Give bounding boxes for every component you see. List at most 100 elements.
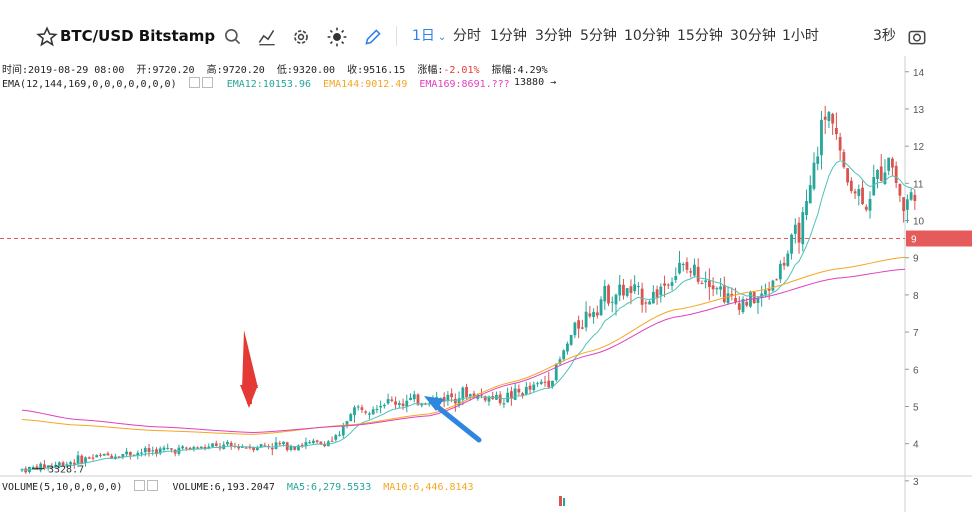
candle-body (640, 288, 644, 305)
candle-body (162, 447, 166, 450)
close-icon[interactable] (201, 77, 213, 88)
candle-body (128, 451, 132, 456)
candle-body (637, 286, 640, 288)
high-marker: 13880 → (514, 77, 557, 88)
candle-body (259, 444, 263, 448)
indicators-icon[interactable] (256, 26, 278, 48)
candle-body (397, 403, 401, 405)
candle-body (782, 262, 786, 266)
candle-body (513, 388, 517, 400)
candle-body (95, 455, 99, 458)
interval-tab-15m[interactable]: 15分钟 (677, 28, 723, 44)
candle-body (543, 381, 547, 383)
candle-body (147, 448, 151, 453)
settings-icon[interactable] (188, 77, 200, 88)
candle-body (483, 396, 487, 401)
candle-body (334, 435, 338, 440)
candle-body (270, 448, 274, 450)
candle-body (226, 441, 229, 445)
sun-icon[interactable] (326, 26, 348, 48)
low-label: 低: (276, 65, 293, 76)
camera-icon[interactable] (906, 26, 928, 48)
interval-tab-5m[interactable]: 5分钟 (580, 28, 617, 44)
low-value: 9320.00 (292, 65, 336, 76)
y-tick-label: 5 (913, 402, 919, 413)
interval-selected-label: 1日 (412, 28, 435, 44)
low-annotation: 3328.7 (48, 465, 84, 476)
interval-tab-timeline[interactable]: 分时 (453, 28, 481, 44)
candle-body (726, 293, 730, 304)
candle-body (793, 224, 797, 234)
interval-tab-1h[interactable]: 1小时 (782, 28, 819, 44)
gear-icon[interactable] (290, 26, 312, 48)
ema-title: EMA(12,144,169,0,0,0,0,0,0,0) (2, 79, 177, 90)
candle-body (308, 442, 312, 444)
candle-body (879, 166, 883, 182)
candle-body (356, 406, 360, 408)
volume-legend-line: VOLUME(5,10,0,0,0,0) VOLUME:6,193.2047 M… (2, 480, 474, 493)
candle-body (681, 264, 685, 266)
candle-body (498, 394, 502, 404)
amplitude-value: 4.29% (517, 65, 548, 76)
candle-body (898, 183, 902, 196)
candle-body (778, 263, 782, 280)
candle-body (371, 409, 375, 415)
candle-body (599, 299, 603, 316)
star-icon[interactable] (36, 26, 58, 48)
candle-body (237, 446, 241, 449)
candle-body (110, 455, 114, 459)
candle-body (905, 199, 909, 210)
y-tick-label: 9 (913, 254, 919, 265)
candle-body (909, 192, 913, 200)
open-value: 9720.20 (152, 65, 195, 76)
candle-body (521, 393, 524, 396)
pencil-icon[interactable] (362, 26, 384, 48)
candle-body (136, 452, 140, 456)
interval-tab-30m[interactable]: 30分钟 (730, 28, 776, 44)
candle-body (730, 293, 734, 296)
candle-body (468, 394, 472, 397)
volume-bar (559, 496, 562, 506)
candle-body (188, 447, 192, 450)
candle-body (536, 383, 539, 385)
candle-body (670, 282, 674, 286)
settings-icon[interactable] (134, 480, 146, 491)
candle-body (588, 313, 592, 317)
candle-body (816, 156, 820, 164)
candle-body (760, 293, 764, 298)
candle-body (834, 128, 838, 135)
candle-body (278, 443, 282, 445)
interval-tab-1m[interactable]: 1分钟 (490, 28, 527, 44)
annotation-arrow-blue (431, 401, 482, 443)
candle-body (722, 284, 726, 303)
candle-body (625, 288, 629, 296)
candle-body (409, 397, 412, 401)
interval-tab-10m[interactable]: 10分钟 (624, 28, 670, 44)
candle-body (693, 264, 696, 276)
candle-body (861, 187, 864, 204)
search-icon[interactable] (222, 26, 244, 48)
candle-body (737, 303, 741, 310)
candle-body (577, 320, 581, 329)
close-icon[interactable] (147, 480, 159, 491)
candle-body (547, 380, 551, 388)
candle-body (685, 262, 689, 270)
candle-body (752, 292, 756, 304)
candle-body (379, 405, 383, 408)
ema12-line (21, 160, 916, 471)
candle-body (394, 401, 397, 405)
refresh-rate[interactable]: 3秒 (873, 28, 896, 44)
interval-tab-3m[interactable]: 3分钟 (535, 28, 572, 44)
candle-body (252, 447, 256, 451)
interval-select[interactable]: 1日 ⌄ (412, 25, 446, 49)
candle-body (913, 194, 917, 201)
ema-legend-line: EMA(12,144,169,0,0,0,0,0,0,0) EMA12:1015… (2, 77, 510, 90)
candle-body (102, 453, 106, 456)
candle-body (353, 407, 356, 416)
candle-body (125, 451, 129, 455)
candle-body (689, 271, 693, 273)
candle-body (457, 398, 461, 406)
candle-body (876, 170, 879, 179)
toolbar-divider (396, 26, 397, 46)
